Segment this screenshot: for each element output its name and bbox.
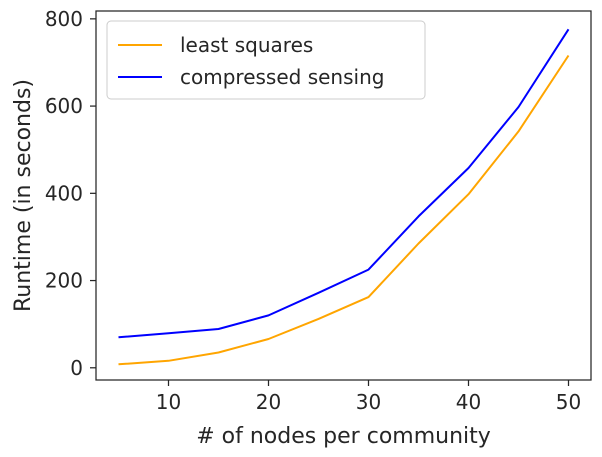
y-tick-label: 600 [45,94,83,118]
x-tick-label: 40 [456,390,481,414]
legend: least squares compressed sensing [106,20,426,100]
y-tick-label: 0 [70,356,83,380]
x-tick-label: 50 [556,390,581,414]
legend-label-compressed-sensing: compressed sensing [180,65,384,89]
y-tick-label: 200 [45,269,83,293]
y-axis-label: Runtime (in seconds) [11,79,36,312]
y-tick-label: 800 [45,7,83,31]
x-axis-label: # of nodes per community [196,424,491,449]
y-axis-ticks: 0 200 400 600 800 [45,7,96,380]
legend-frame [106,20,426,100]
y-tick-label: 400 [45,181,83,205]
series-layer [118,28,570,366]
series-line-least-squares [118,54,570,366]
series-line-compressed-sensing [118,28,570,339]
x-tick-label: 30 [356,390,381,414]
x-tick-label: 10 [156,390,181,414]
x-axis-ticks: 10 20 30 40 50 [156,380,581,414]
legend-label-least-squares: least squares [180,33,313,57]
x-tick-label: 20 [256,390,281,414]
